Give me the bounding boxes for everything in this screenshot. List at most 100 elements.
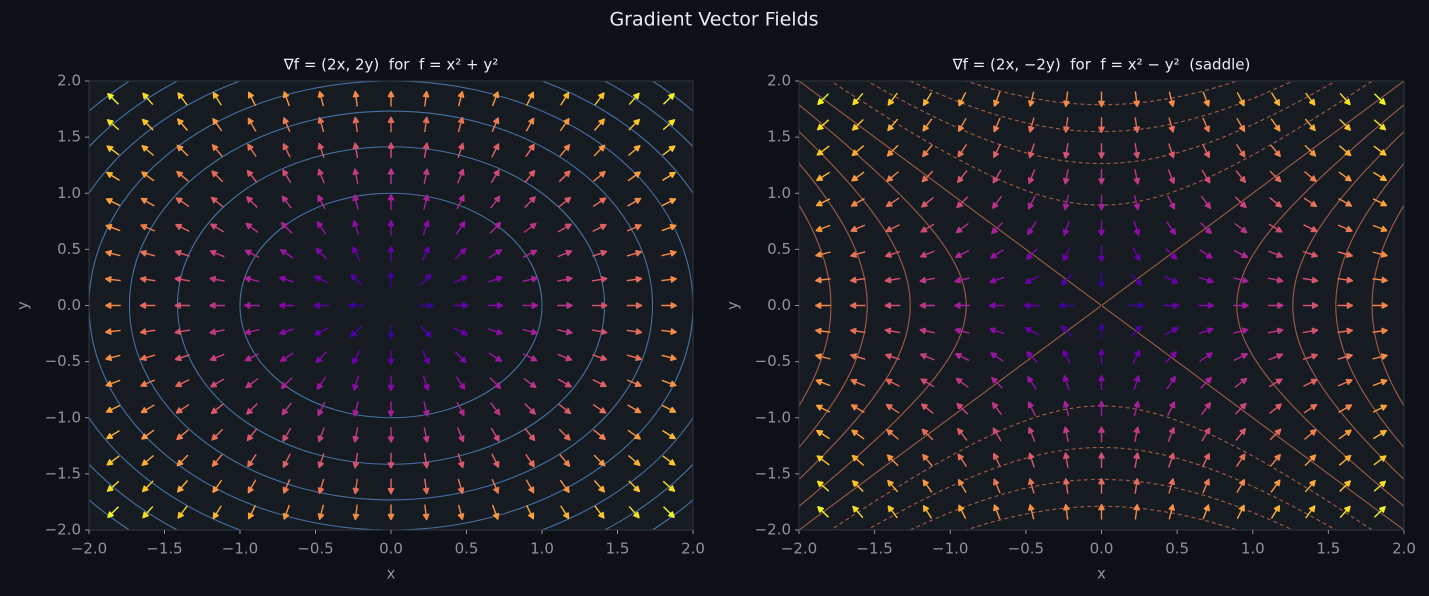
arrow [243, 302, 260, 309]
arrow [280, 377, 293, 389]
arrow [628, 92, 640, 106]
arrow [453, 302, 469, 309]
arrow [423, 194, 430, 210]
arrow [176, 454, 189, 467]
arrow [627, 171, 641, 182]
arrow [279, 328, 295, 336]
arrow [523, 222, 537, 234]
arrow [490, 427, 500, 442]
arrow [524, 196, 536, 208]
arrow [1268, 353, 1284, 361]
arrow [851, 145, 865, 157]
arrow [955, 222, 969, 234]
arrow [281, 402, 292, 416]
arrow [1063, 503, 1070, 520]
arrow [1269, 403, 1282, 415]
contour-line [799, 204, 832, 407]
arrow [885, 250, 901, 258]
arrow [211, 454, 223, 467]
figure-title: Gradient Vector Fields [609, 9, 818, 31]
x-tick-label: −2.0 [71, 540, 107, 558]
arrow [1302, 250, 1318, 258]
arrow [1198, 302, 1215, 309]
arrow [1270, 144, 1281, 158]
arrow [423, 168, 430, 184]
arrow [1098, 323, 1105, 339]
arrow [1304, 118, 1316, 132]
arrow [279, 352, 294, 362]
arrow [246, 428, 258, 442]
arrow [954, 249, 970, 258]
arrow [1168, 143, 1175, 159]
arrow [1268, 250, 1284, 258]
arrow [174, 354, 190, 362]
arrow [990, 352, 1004, 362]
arrow [1202, 504, 1210, 520]
arrow [557, 353, 573, 362]
arrow [592, 354, 608, 362]
arrow [1304, 429, 1317, 440]
arrow [421, 246, 430, 261]
arrow [1027, 401, 1036, 416]
arrow [1168, 91, 1175, 107]
arrow [456, 401, 465, 417]
arrow [1304, 144, 1317, 157]
arrow [662, 171, 676, 181]
arrow [921, 428, 934, 441]
arrow [281, 195, 292, 209]
arrow [1302, 327, 1319, 335]
arrow [1235, 144, 1246, 158]
arrow [525, 143, 535, 158]
arrow [557, 275, 573, 283]
arrow [1063, 117, 1070, 133]
arrow [989, 327, 1005, 335]
arrow [1167, 401, 1176, 416]
arrow [919, 250, 935, 258]
arrow [210, 378, 225, 388]
y-tick-label: −0.5 [755, 352, 791, 370]
y-tick-label: 0.0 [767, 296, 791, 314]
arrow [559, 118, 570, 132]
arrow [1236, 91, 1245, 107]
arrow [1163, 302, 1180, 309]
arrow [1024, 327, 1039, 336]
arrow [1269, 196, 1282, 208]
arrow [106, 430, 120, 440]
arrow [816, 480, 830, 492]
arrow [922, 479, 933, 493]
arrow [352, 504, 360, 521]
arrow [316, 221, 327, 235]
arrow [957, 428, 968, 441]
arrow [1235, 453, 1246, 467]
arrow [1025, 248, 1038, 260]
arrow [956, 196, 969, 209]
arrow [423, 427, 430, 443]
arrow [989, 276, 1005, 284]
arrow [177, 505, 188, 519]
arrow [1165, 351, 1178, 363]
arrow [1027, 195, 1036, 210]
arrow [815, 276, 831, 284]
arrow [1058, 302, 1075, 309]
arrow [1268, 223, 1283, 233]
arrow [317, 504, 325, 520]
arrow [885, 197, 900, 208]
arrow [852, 480, 864, 492]
arrow [313, 302, 329, 309]
arrow [991, 195, 1003, 209]
arrow [594, 505, 605, 519]
arrow [922, 92, 933, 106]
arrow [1028, 143, 1035, 159]
arrow [457, 478, 465, 495]
arrow [1267, 276, 1284, 284]
arrow [1303, 378, 1318, 387]
arrow [849, 302, 866, 309]
arrow [992, 169, 1002, 184]
arrow [387, 219, 395, 236]
arrow [1133, 400, 1141, 417]
arrow [387, 375, 395, 392]
arrow [209, 328, 225, 336]
arrow [920, 378, 935, 388]
arrow [592, 197, 607, 207]
arrow [1303, 403, 1318, 414]
